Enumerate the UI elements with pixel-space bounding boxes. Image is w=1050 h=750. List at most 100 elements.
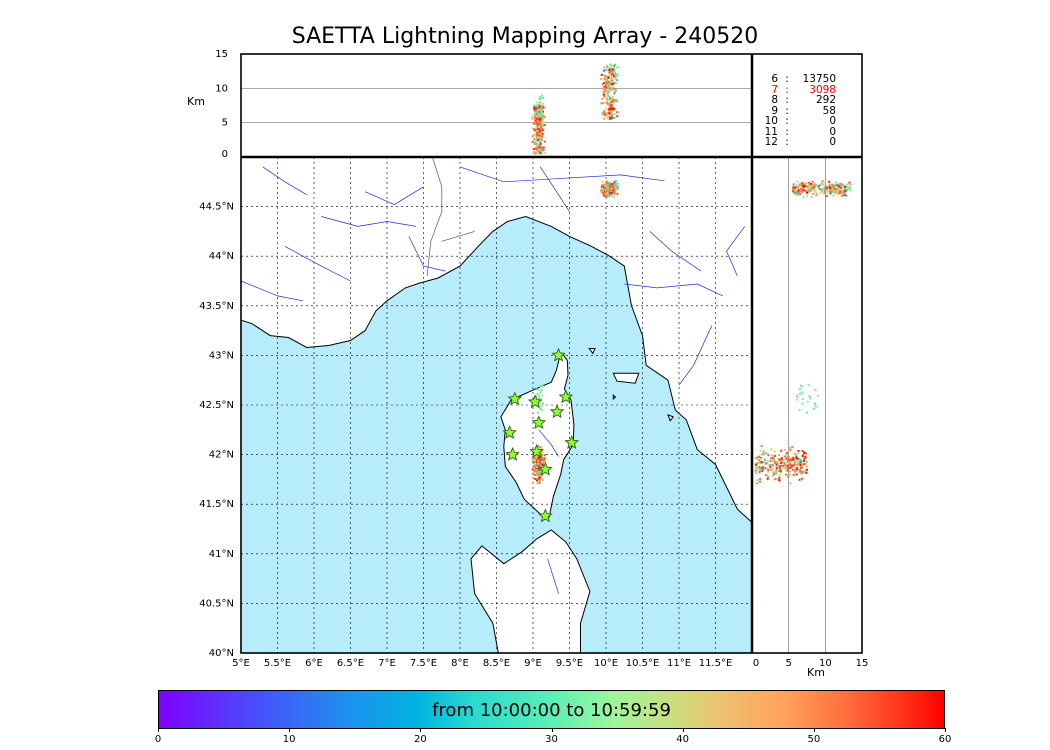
source-point (779, 458, 782, 461)
count-separator: : (785, 104, 789, 117)
count-separator: : (785, 136, 789, 148)
source-point (538, 108, 541, 111)
source-point (775, 461, 778, 464)
source-point (793, 452, 796, 455)
panel-frames (240, 53, 863, 654)
source-point (607, 102, 610, 105)
source-point (771, 454, 774, 457)
source-point (831, 189, 834, 192)
colorbar-tick-mark (682, 728, 684, 732)
source-point (610, 187, 613, 190)
source-point (614, 88, 617, 91)
source-point (541, 464, 544, 467)
source-point (601, 83, 604, 86)
source-point (537, 462, 540, 465)
source-point (615, 82, 618, 85)
source-point (539, 452, 542, 455)
source-point (789, 460, 792, 463)
source-point (540, 123, 543, 126)
source-point (612, 183, 615, 186)
colorbar-tick-mark (551, 728, 553, 732)
source-point (543, 152, 546, 155)
source-point (769, 459, 772, 462)
source-point (837, 187, 840, 190)
source-point (782, 459, 785, 462)
source-point (614, 113, 617, 116)
count-level: 7 (771, 83, 778, 96)
source-point (838, 185, 841, 188)
source-point (538, 482, 541, 485)
source-point (540, 458, 543, 461)
source-point (811, 186, 814, 189)
source-point (823, 187, 826, 190)
colorbar-tick-label: 40 (676, 734, 690, 745)
lon-tick-label: 10°E (594, 658, 618, 669)
source-point (784, 462, 787, 465)
source-point (796, 463, 799, 466)
source-point (801, 188, 804, 191)
colorbar-tick-label: 20 (413, 734, 427, 745)
lat-tick-label: 42.5°N (199, 400, 234, 411)
source-point (798, 459, 801, 462)
source-point (831, 191, 834, 194)
source-point (538, 468, 541, 471)
source-point (606, 79, 609, 82)
source-point (532, 471, 535, 474)
source-point (538, 402, 541, 405)
source-point (800, 472, 803, 475)
source-point (814, 183, 817, 186)
source-point (607, 75, 610, 78)
source-point (604, 76, 607, 79)
source-point (806, 185, 809, 188)
source-point (609, 72, 612, 75)
source-point (538, 388, 541, 391)
source-point (798, 183, 801, 186)
source-point (805, 460, 808, 463)
source-point (536, 147, 539, 150)
side-tick-label: 0 (753, 658, 759, 669)
source-point (798, 185, 801, 188)
source-point (537, 123, 540, 126)
source-point (615, 76, 618, 79)
source-point (537, 394, 540, 397)
source-point (616, 66, 619, 69)
source-point (611, 95, 614, 98)
source-point (778, 479, 781, 482)
source-point (774, 477, 777, 480)
source-point (541, 131, 544, 134)
source-point (538, 112, 541, 115)
source-point (755, 457, 758, 460)
source-point (536, 393, 539, 396)
source-point (606, 112, 609, 115)
source-point (800, 385, 803, 388)
source-point (780, 464, 783, 467)
source-point (814, 189, 817, 192)
source-point (542, 124, 545, 127)
source-point (611, 113, 614, 116)
source-point (815, 192, 818, 195)
source-point (531, 459, 534, 462)
source-point (813, 184, 816, 187)
source-point (600, 102, 603, 105)
source-point (538, 97, 541, 100)
source-point (761, 461, 764, 464)
source-point (789, 462, 792, 465)
source-point (816, 184, 819, 187)
source-point (754, 469, 757, 472)
source-point (539, 126, 542, 129)
lon-tick-label: 7°E (378, 658, 396, 669)
source-point (822, 192, 825, 195)
source-point (533, 112, 536, 115)
source-point (791, 188, 794, 191)
source-point (761, 469, 764, 472)
source-point (540, 129, 543, 132)
source-point (543, 124, 546, 127)
source-point (605, 80, 608, 83)
source-point (533, 107, 536, 110)
source-point (543, 454, 546, 457)
source-point (783, 467, 786, 470)
source-point (601, 192, 604, 195)
source-point (826, 190, 829, 193)
source-point (538, 115, 541, 118)
source-point (606, 100, 609, 103)
